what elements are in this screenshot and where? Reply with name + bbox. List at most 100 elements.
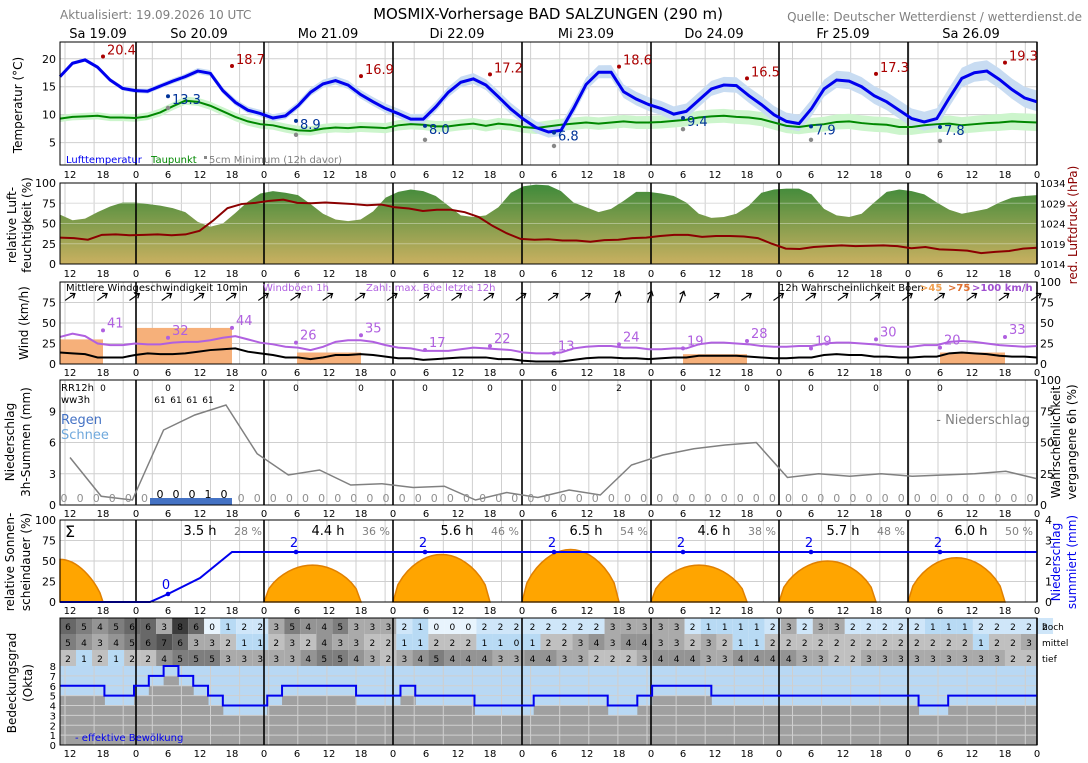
rr12-value: 2	[229, 384, 235, 394]
rr12-value: 0	[873, 384, 879, 394]
cloud-value: 3	[610, 639, 616, 649]
cloud-value: 3	[369, 623, 375, 633]
cloud-cell	[60, 634, 77, 650]
cloud-value: 3	[273, 623, 279, 633]
day-label: Mo 21.09	[298, 27, 359, 42]
cloud-value: 4	[321, 639, 327, 649]
wind-arrow	[547, 292, 559, 301]
cloud-value: 3	[706, 655, 712, 665]
hour-tick: 18	[355, 606, 368, 617]
hour-tick: 12	[581, 606, 594, 617]
hour-tick: 6	[808, 606, 814, 617]
max-temp-label: 17.2	[494, 61, 523, 76]
precip-zero: 0	[785, 492, 792, 505]
cloud-value: 3	[1026, 639, 1032, 649]
precip-sum-marker	[808, 549, 814, 555]
cloud-bar	[326, 695, 342, 745]
arrow-head	[230, 292, 237, 299]
cloud-cell	[716, 634, 733, 650]
arrow-shaft	[869, 293, 881, 301]
sun-area	[521, 548, 620, 603]
cloud-value: 2	[770, 639, 776, 649]
sun-ytick: 25	[42, 576, 56, 589]
precip-zero: 0	[608, 492, 615, 505]
wind-arrow	[934, 292, 946, 301]
max-marker	[745, 76, 749, 81]
wind-ytick: 25	[42, 338, 56, 351]
cloud-value: 3	[562, 655, 568, 665]
cloud-value: 1	[241, 639, 247, 649]
hour-tick: 18	[97, 368, 110, 379]
cloud-cell	[828, 650, 845, 666]
cloud-value: 2	[834, 639, 840, 649]
wind-ylabel: Wind (km/h)	[17, 286, 31, 360]
cloud-value: 2	[1026, 623, 1032, 633]
cloud-value: 2	[1010, 655, 1016, 665]
cloud-ytick: 1	[50, 731, 56, 742]
wind-arrow	[515, 292, 527, 301]
cloud-value: 2	[850, 655, 856, 665]
hour-tick: 0	[133, 606, 139, 617]
cloud-cell	[748, 634, 765, 650]
hour-tick: 18	[741, 509, 754, 520]
hour-tick: 6	[808, 368, 814, 379]
cloud-cell	[860, 618, 877, 634]
hour-tick: 6	[165, 606, 171, 617]
arrow-head	[1035, 292, 1042, 299]
gust-probability-bar	[683, 354, 747, 364]
cloud-cell	[396, 650, 413, 666]
cloud-bar	[296, 695, 313, 745]
hour-tick: 18	[484, 368, 497, 379]
legend-gust-probability: 12h Wahrscheinlichkeit Böen	[779, 283, 924, 294]
day-label: Do 24.09	[684, 27, 743, 42]
hour-tick: 12	[837, 749, 850, 760]
sun-hours: 5.6 h	[440, 524, 473, 539]
min-marker	[808, 137, 814, 143]
cloud-value: 1	[754, 639, 760, 649]
cloud-cell	[1020, 618, 1037, 634]
cloud-value: 5	[337, 655, 343, 665]
min-temp-marker	[938, 124, 942, 129]
hour-tick: 0	[776, 170, 782, 181]
cloud-cell	[796, 634, 813, 650]
cloud-cell	[364, 618, 381, 634]
max-marker	[617, 64, 621, 69]
cloud-value: 1	[738, 623, 744, 633]
precip-zero: 0	[479, 492, 486, 505]
cloud-value: 3	[161, 623, 167, 633]
precip-zero: 0	[576, 492, 583, 505]
cloud-value: 2	[946, 639, 952, 649]
sun-hours: 3.5 h	[183, 524, 216, 539]
min-temp-marker	[809, 124, 813, 129]
hour-tick: 18	[97, 509, 110, 520]
cloud-cell	[332, 650, 349, 666]
hour-tick: 18	[355, 269, 368, 280]
cloud-cell	[284, 650, 301, 666]
precip-zero: 0	[737, 492, 744, 505]
hour-tick: 0	[390, 368, 396, 379]
cloud-cell	[412, 650, 429, 666]
min-temp-marker	[552, 130, 556, 135]
cloud-bar	[222, 715, 239, 745]
wind-arrow	[96, 292, 108, 301]
precip-zero: 0	[688, 492, 695, 505]
arrow-head	[713, 292, 720, 299]
hour-tick: 0	[261, 606, 267, 617]
arrow-head	[552, 292, 559, 299]
hour-tick: 18	[999, 368, 1012, 379]
cloud-value: 4	[482, 655, 488, 665]
hour-tick: 0	[261, 269, 267, 280]
precip-zero: 0	[109, 492, 116, 505]
arrow-shaft	[129, 293, 140, 301]
cloud-value: 1	[530, 639, 536, 649]
day-label: Fr 25.09	[816, 27, 869, 42]
prob-75: >75	[948, 283, 970, 294]
cloud-cell	[268, 618, 285, 634]
hour-tick: 18	[870, 749, 883, 760]
cloud-bar	[504, 715, 520, 745]
cloud-value: 2	[578, 623, 584, 633]
rr12-value: 2	[616, 384, 622, 394]
hour-tick: 12	[709, 509, 722, 520]
cloud-value: 2	[994, 639, 1000, 649]
cloud-cell	[220, 634, 237, 650]
